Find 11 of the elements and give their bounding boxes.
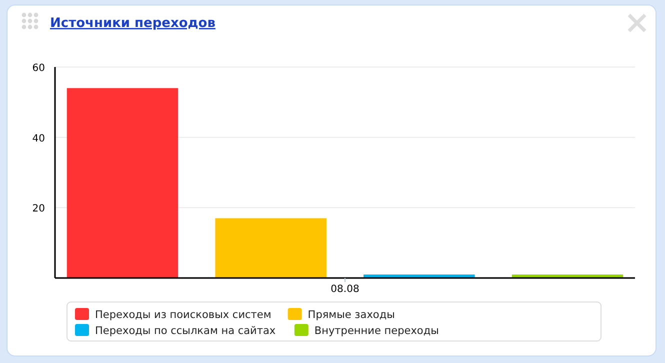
legend-label: Внутренние переходы — [314, 325, 439, 337]
bar — [215, 218, 326, 278]
y-tick-label: 60 — [32, 63, 45, 74]
y-tick-label: 20 — [32, 204, 45, 215]
x-tick-label: 08.08 — [330, 284, 360, 295]
chart-title: Источники переходов — [50, 16, 216, 31]
legend-label: Переходы из поисковых систем — [95, 309, 272, 321]
y-tick-label: 40 — [32, 133, 45, 144]
legend-label: Переходы по ссылкам на сайтах — [95, 325, 276, 337]
legend-label: Прямые заходы — [308, 309, 395, 321]
bar — [66, 88, 178, 278]
